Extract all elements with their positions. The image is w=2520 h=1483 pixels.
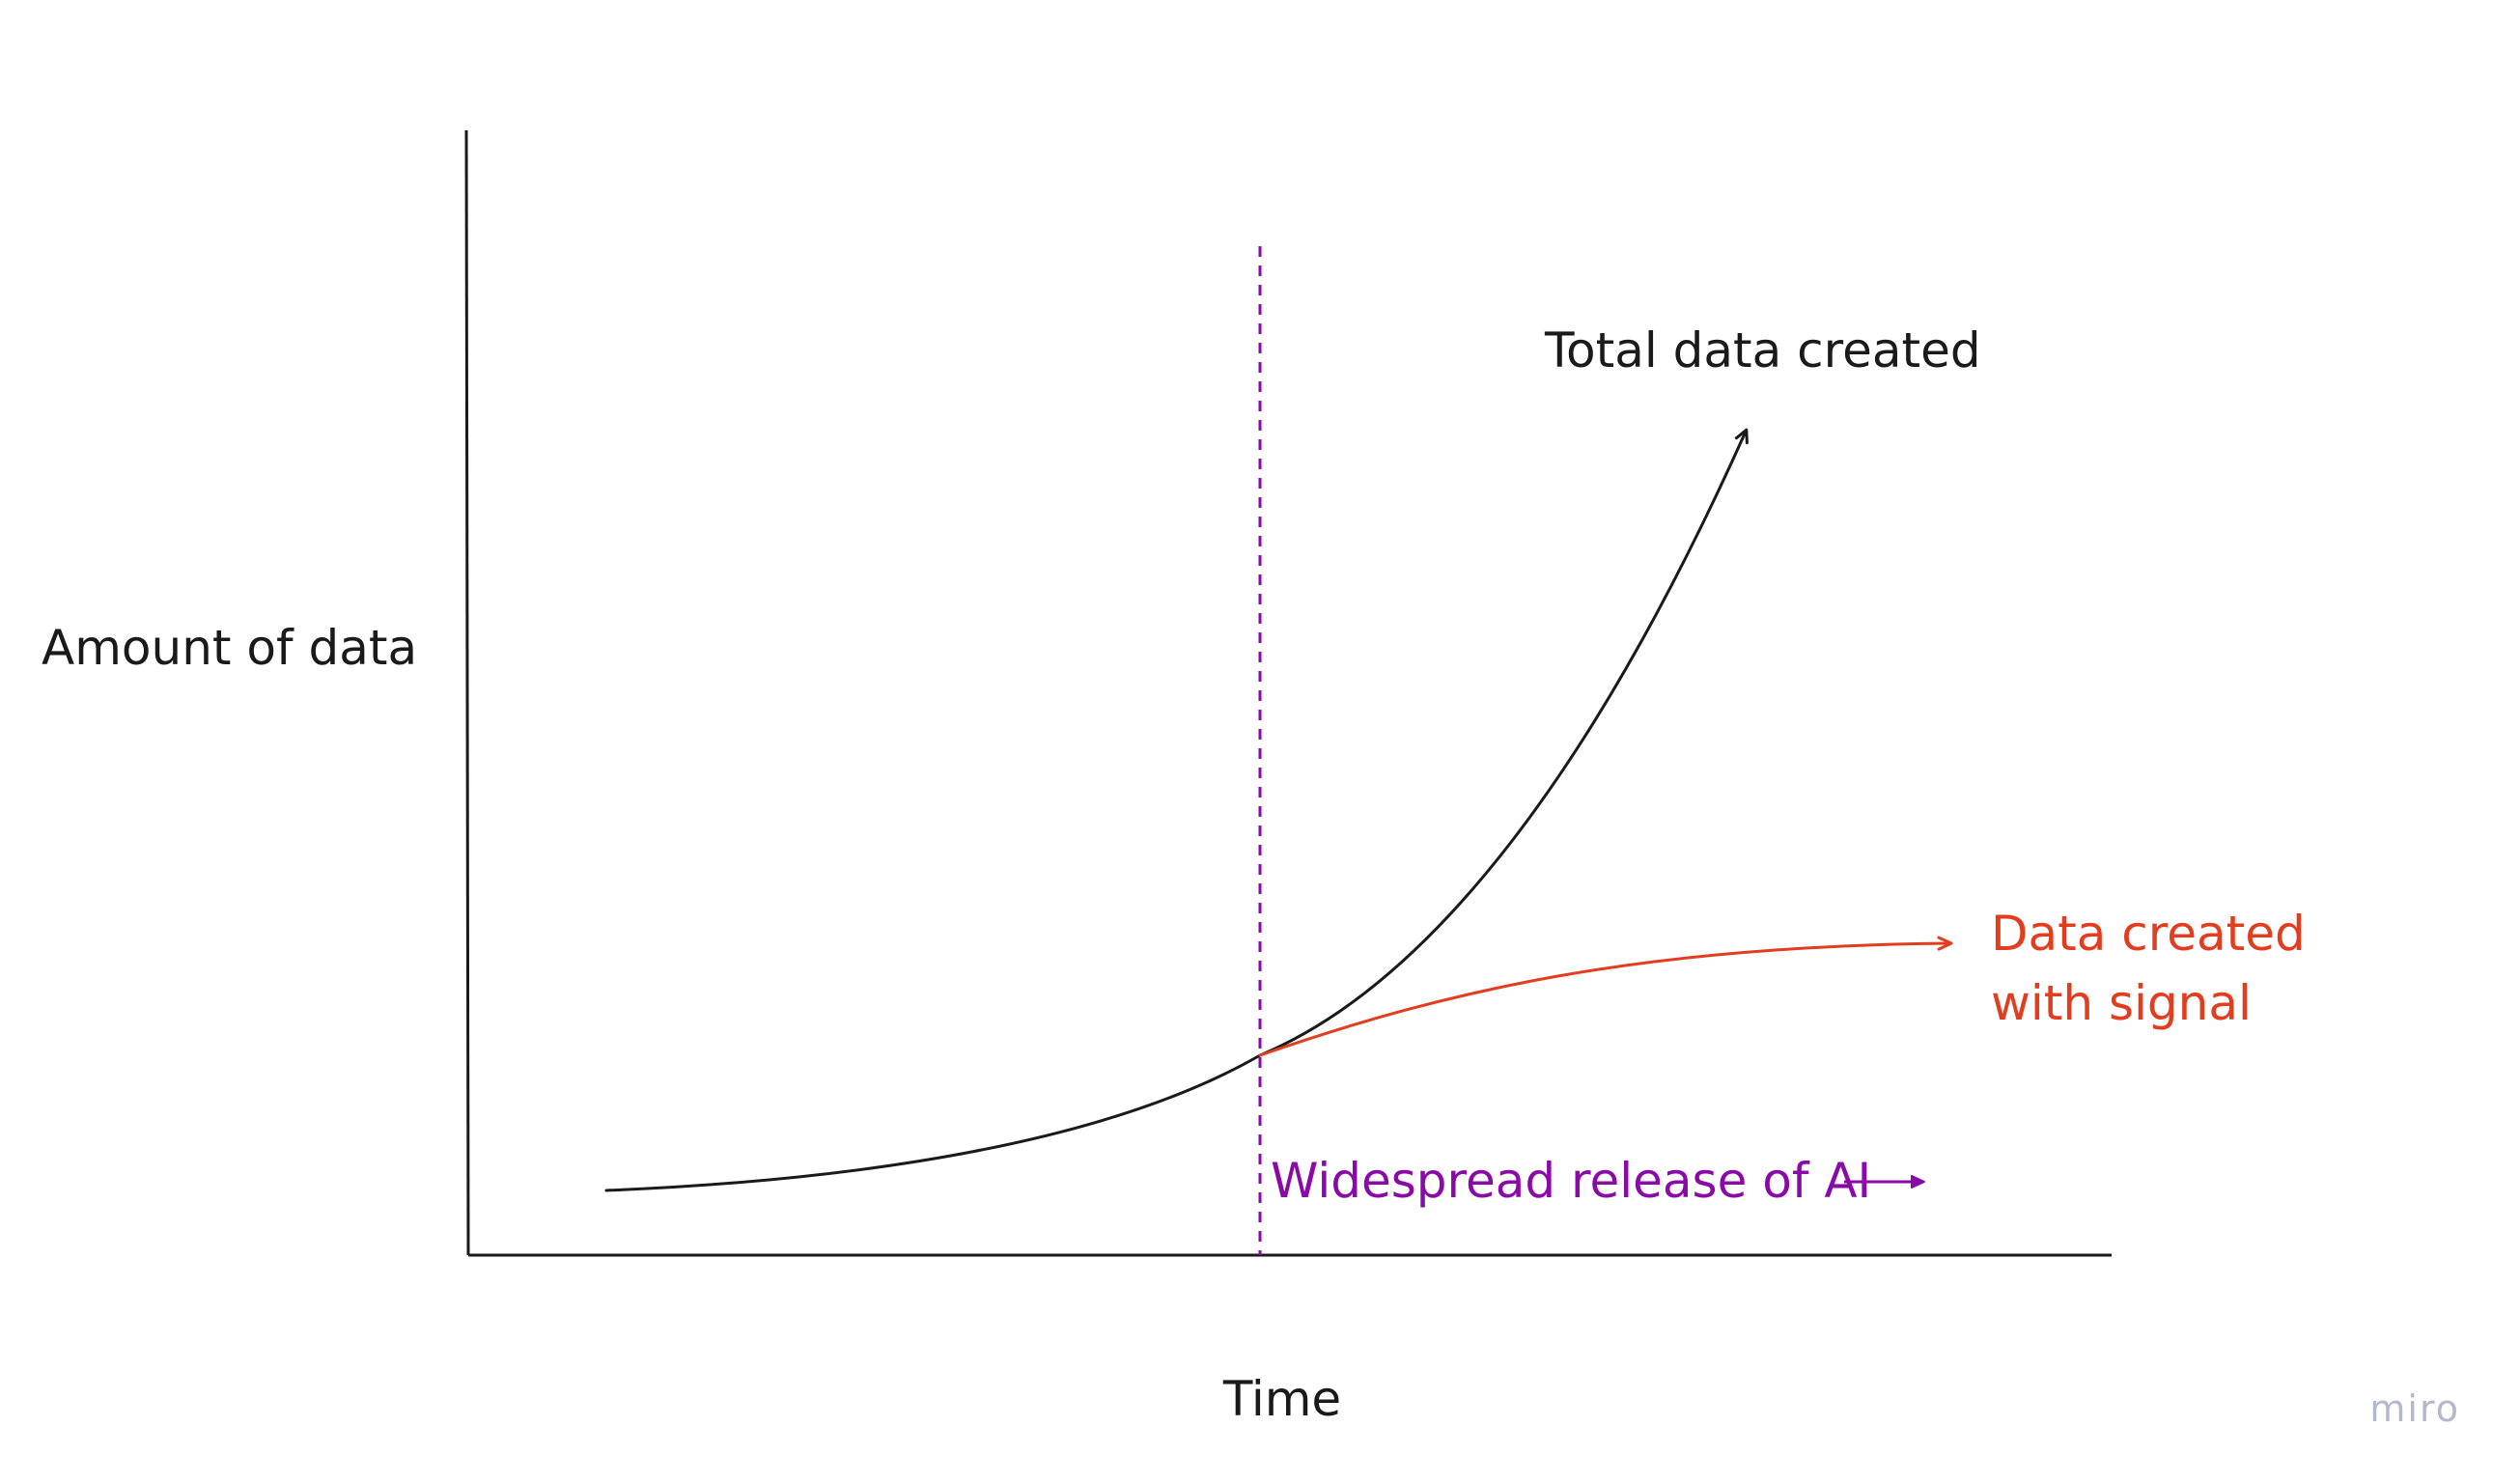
total-curve-label: Total data created [1544,322,1981,378]
total-data-curve [604,428,1749,1192]
miro-watermark: miro [2369,1387,2460,1430]
signal-curve-label-line1: Data created [1991,906,2306,962]
signal-data-curve [1258,936,1953,1057]
ai-release-label: Widespread release of AI [1271,1153,1871,1209]
y-axis [464,129,470,1256]
y-axis-label: Amount of data [42,620,417,676]
signal-curve-label-line2: with signal [1991,975,2252,1031]
x-axis-label: Time [1222,1371,1341,1427]
